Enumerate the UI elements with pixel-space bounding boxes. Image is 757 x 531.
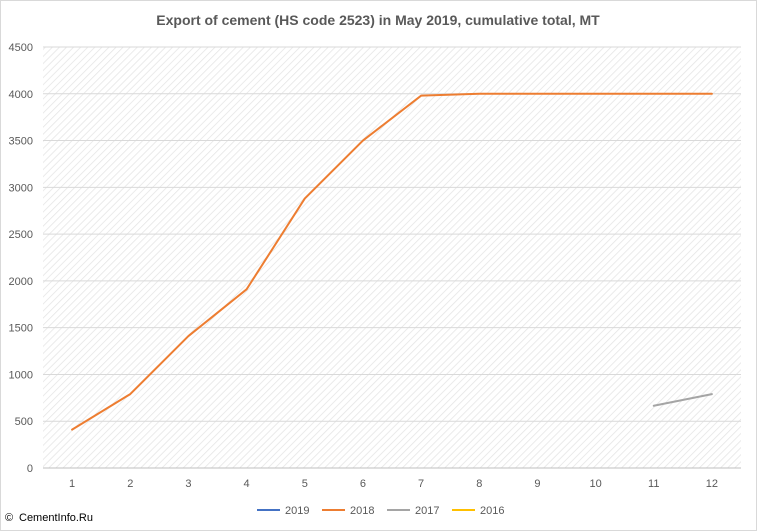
y-tick-label: 1000 — [9, 369, 33, 381]
y-tick-label: 2000 — [9, 276, 33, 288]
series-line-2017 — [652, 393, 713, 407]
x-tick-label: 7 — [418, 478, 424, 490]
x-tick-label: 3 — [185, 478, 191, 490]
x-tick-label: 2 — [127, 478, 133, 490]
gridlines — [43, 46, 741, 469]
y-tick-label: 1500 — [9, 323, 33, 335]
x-tick-label: 1 — [69, 478, 75, 490]
x-tick-label: 12 — [706, 478, 718, 490]
y-tick-label: 4500 — [9, 42, 33, 54]
plot-area — [43, 47, 741, 468]
y-tick-label: 500 — [15, 416, 33, 428]
y-tick-label: 3000 — [9, 182, 33, 194]
legend-label-2016: 2016 — [480, 505, 504, 517]
legend-label-2019: 2019 — [285, 505, 309, 517]
legend: 2019 2018 2017 2016 — [257, 505, 504, 517]
y-tick-label: 2500 — [9, 229, 33, 241]
y-tick-label: 4000 — [9, 89, 33, 101]
series-lines — [71, 92, 713, 431]
x-tick-label: 10 — [589, 478, 601, 490]
legend-label-2018: 2018 — [350, 505, 374, 517]
legend-label-2017: 2017 — [415, 505, 439, 517]
x-tick-label: 4 — [244, 478, 250, 490]
copyright-symbol: © — [5, 512, 13, 524]
x-tick-label: 8 — [476, 478, 482, 490]
chart-title: Export of cement (HS code 2523) in May 2… — [156, 12, 600, 28]
credit: © CementInfo.Ru — [5, 512, 93, 524]
x-tick-label: 9 — [534, 478, 540, 490]
y-tick-label: 0 — [27, 463, 33, 475]
x-tick-label: 11 — [648, 478, 659, 490]
y-tick-label: 3500 — [9, 136, 33, 148]
x-tick-label: 5 — [302, 478, 308, 490]
x-tick-label: 6 — [360, 478, 366, 490]
credit-label: CementInfo.Ru — [19, 512, 93, 524]
series-line-2018 — [71, 92, 713, 431]
